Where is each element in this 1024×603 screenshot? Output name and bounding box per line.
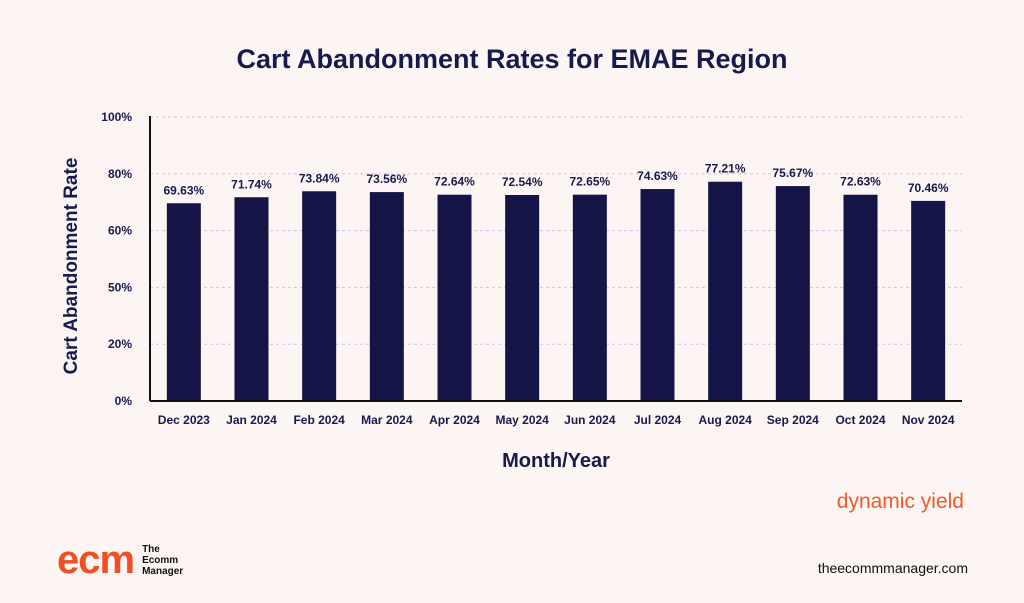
y-tick-label: 0% [115,394,133,408]
x-tick-label: Dec 2023 [158,413,210,427]
y-tick-labels: 0% 20% 50% 60% 80% 100% [101,110,132,408]
bar [437,194,472,401]
website-url: theecommmanager.com [817,560,968,576]
bar [234,197,269,401]
bar [775,186,810,401]
bar [911,200,946,401]
value-label: 73.84% [299,171,340,185]
bar [505,194,540,401]
value-label: 72.63% [840,175,881,189]
x-tick-label: Jun 2024 [564,413,616,427]
value-label: 71.74% [231,177,272,191]
x-tick-label: Feb 2024 [293,413,345,427]
y-axis-label: Cart Abandonment Rate [61,158,82,375]
bar [572,194,607,401]
value-label: 70.46% [908,181,949,195]
logo-text-line-2: Ecomm [142,554,179,566]
x-tick-label: Mar 2024 [361,413,413,427]
bar [640,189,675,401]
logo-mark: ecm [57,538,135,582]
x-tick-label: Sep 2024 [767,413,819,427]
x-tick-label: Aug 2024 [698,413,752,427]
value-label: 72.65% [569,175,610,189]
bar [708,181,743,401]
value-label: 69.63% [163,183,204,197]
value-label: 72.54% [502,175,543,189]
bar [369,192,404,401]
source-label: dynamic yield [836,490,964,513]
y-tick-label: 50% [108,280,132,294]
bar [166,203,201,401]
x-tick-label: May 2024 [495,413,549,427]
logo-text-line-3: Manager [142,565,184,577]
x-tick-label: Jul 2024 [634,413,682,427]
bar [843,194,878,401]
value-label: 75.67% [772,166,813,180]
logo-text-line-1: The [142,543,160,555]
y-tick-label: 20% [108,337,132,351]
y-tick-label: 80% [108,167,132,181]
x-tick-label: Oct 2024 [835,413,885,427]
ecm-logo: ecm The Ecomm Manager [57,540,202,580]
bars [166,181,946,401]
x-tick-label: Apr 2024 [429,413,480,427]
chart-title: Cart Abandonment Rates for EMAE Region [236,44,788,74]
value-label: 73.56% [366,172,407,186]
value-label: 77.21% [705,162,746,176]
gridlines [150,116,962,345]
value-label: 74.63% [637,169,678,183]
x-tick-label: Nov 2024 [902,413,955,427]
x-tick-label: Jan 2024 [226,413,277,427]
value-label: 72.64% [434,175,475,189]
value-labels: 69.63% 71.74% 73.84% 73.56% 72.64% 72.54% 72.6… [163,162,948,198]
x-axis-label: Month/Year [502,450,610,472]
bar [302,191,337,401]
logo-text: The Ecomm Manager [142,544,202,577]
y-tick-label: 60% [108,224,132,238]
y-tick-label: 100% [101,110,132,124]
x-tick-labels: Dec 2023 Jan 2024 Feb 2024 Mar 2024 Apr 2024… [158,413,955,427]
